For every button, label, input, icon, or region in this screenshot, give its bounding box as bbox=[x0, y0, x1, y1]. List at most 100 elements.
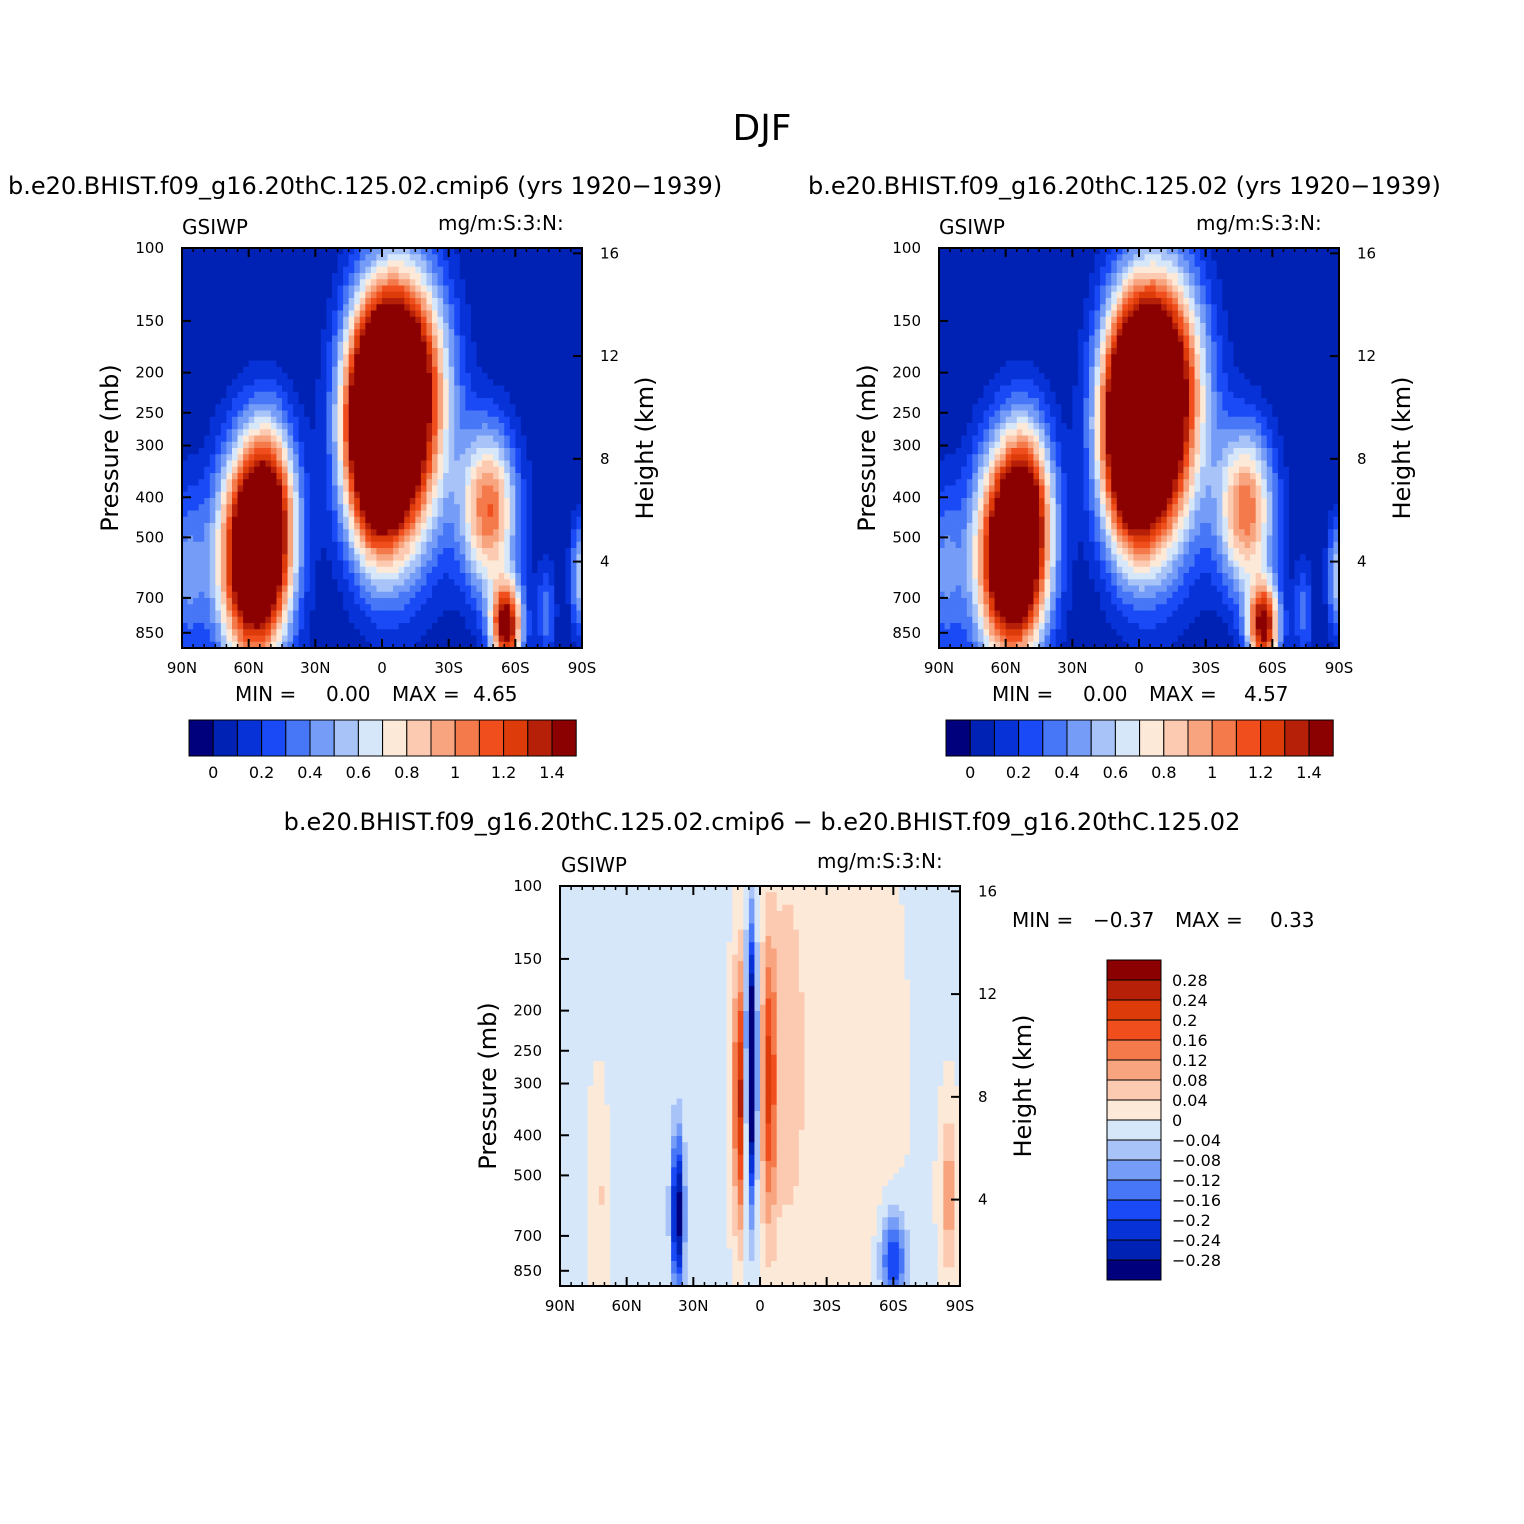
panel1-cell bbox=[393, 341, 400, 349]
panel1-cell bbox=[193, 604, 200, 612]
panel1-cell bbox=[509, 479, 516, 487]
panel1-cell bbox=[543, 260, 550, 268]
panel1-cell bbox=[476, 404, 483, 412]
panel1-cell bbox=[209, 404, 216, 412]
panel1-cell bbox=[332, 429, 339, 437]
panel1-cell bbox=[415, 335, 422, 343]
panel1-cell bbox=[309, 516, 316, 524]
panel1-cell bbox=[559, 616, 566, 624]
panel1-cell bbox=[409, 341, 416, 349]
panel1-cell bbox=[382, 491, 389, 499]
panel1-cell bbox=[404, 635, 411, 643]
panel1-cell bbox=[504, 473, 511, 480]
panel1-cell bbox=[420, 385, 428, 393]
panel1-cell bbox=[487, 360, 494, 368]
panel1-cell bbox=[420, 466, 428, 474]
panel1-cell bbox=[287, 304, 294, 312]
panel1-cell bbox=[326, 573, 333, 580]
panel1-cell bbox=[559, 404, 566, 412]
panel1-cell bbox=[354, 354, 361, 362]
panel1-cell bbox=[309, 523, 316, 530]
panel1-cell bbox=[432, 610, 439, 618]
panel1-cell bbox=[509, 598, 516, 605]
panel1-cell bbox=[387, 304, 394, 312]
panel1-cell bbox=[254, 554, 261, 562]
panel1-cell bbox=[526, 254, 533, 262]
panel1-cell bbox=[409, 579, 416, 587]
panel1-cell bbox=[432, 548, 439, 555]
panel1-cell bbox=[537, 616, 544, 624]
panel1-cell bbox=[320, 279, 328, 287]
panel1-cell bbox=[448, 473, 455, 480]
panel1-cell bbox=[570, 466, 578, 474]
panel1-cell bbox=[326, 510, 333, 518]
panel1-cell bbox=[476, 323, 483, 330]
panel1-cell bbox=[415, 373, 422, 380]
panel1-cell bbox=[320, 391, 328, 399]
panel1-cell bbox=[315, 529, 322, 537]
panel1-cell bbox=[182, 554, 189, 562]
panel1-cell bbox=[232, 266, 239, 274]
panel1-cell bbox=[387, 585, 394, 593]
panel1-cell bbox=[548, 566, 555, 574]
panel1-cell bbox=[509, 260, 516, 268]
panel1-cell bbox=[426, 398, 433, 405]
panel1-cell bbox=[548, 360, 555, 368]
panel1-cell bbox=[287, 473, 294, 480]
panel1-cell bbox=[348, 466, 355, 474]
panel1-cell bbox=[498, 323, 505, 330]
panel1-cell bbox=[182, 491, 189, 499]
panel2-cell bbox=[1094, 254, 1101, 262]
panel1-cell bbox=[259, 554, 266, 562]
panel1-cell bbox=[420, 448, 428, 455]
panel1-cell bbox=[332, 523, 339, 530]
panel1-cell bbox=[448, 466, 455, 474]
panel1-cell bbox=[237, 548, 244, 555]
panel1-cell bbox=[320, 435, 328, 443]
panel1-cell bbox=[576, 279, 583, 287]
panel1-cell bbox=[282, 385, 289, 393]
panel1-cell bbox=[387, 623, 394, 630]
panel2-cell bbox=[1127, 254, 1135, 262]
panel1-cell bbox=[337, 516, 344, 524]
panel1-cell bbox=[193, 485, 200, 493]
panel1-cell bbox=[243, 366, 250, 374]
panel1-cell bbox=[343, 354, 350, 362]
panel1-cell bbox=[315, 441, 322, 449]
panel1-cell bbox=[320, 491, 328, 499]
panel1-cell bbox=[404, 385, 411, 393]
panel1-cell bbox=[554, 416, 561, 424]
panel1-cell bbox=[232, 504, 239, 512]
panel1-cell bbox=[543, 441, 550, 449]
panel1-cell bbox=[387, 379, 394, 387]
panel1-cell bbox=[404, 473, 411, 480]
panel1-cell bbox=[398, 248, 405, 255]
panel1-cell bbox=[337, 335, 344, 343]
panel1-cell bbox=[415, 404, 422, 412]
panel1-cell bbox=[254, 354, 261, 362]
panel1-cell bbox=[515, 585, 522, 593]
panel1-cell bbox=[309, 585, 316, 593]
panel1-cell bbox=[204, 548, 211, 555]
panel1-cell bbox=[543, 435, 550, 443]
panel1-cell bbox=[209, 548, 216, 555]
panel1-cell bbox=[570, 260, 578, 268]
panel1-cell bbox=[332, 360, 339, 368]
panel1-cell bbox=[326, 491, 333, 499]
panel1-cell bbox=[532, 535, 539, 543]
panel1-cell bbox=[482, 504, 489, 512]
panel1-cell bbox=[443, 454, 450, 462]
panel1-cell bbox=[193, 629, 200, 637]
panel1-cell bbox=[304, 398, 311, 405]
panel1-cell bbox=[287, 323, 294, 330]
panel1-cell bbox=[470, 310, 478, 318]
panel1-cell bbox=[382, 423, 389, 430]
panel2-cell bbox=[1122, 266, 1129, 274]
panel1-cell bbox=[387, 285, 394, 293]
panel1-cell bbox=[343, 348, 350, 355]
panel1-cell bbox=[259, 485, 266, 493]
panel1-cell bbox=[576, 341, 583, 349]
panel1-cell bbox=[354, 341, 361, 349]
panel1-cell bbox=[515, 410, 522, 418]
panel1-cell bbox=[526, 360, 533, 368]
